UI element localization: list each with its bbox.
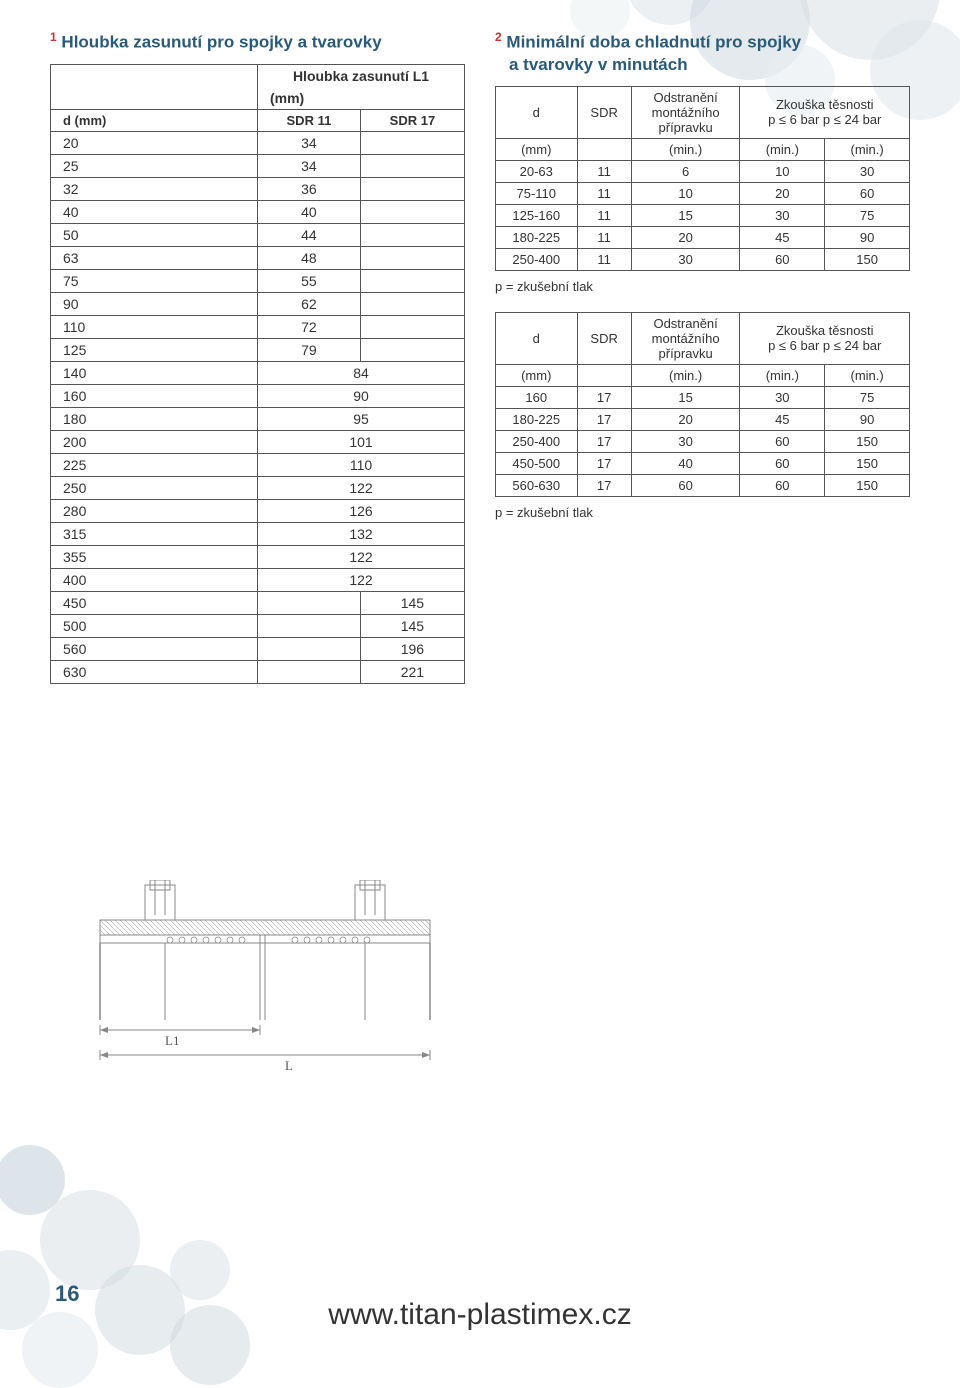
note-2: p = zkušební tlak	[495, 505, 910, 520]
th-zkouska: Zkouška těsnosti p ≤ 6 bar p ≤ 24 bar	[740, 86, 910, 138]
table-cooling-sdr17: d SDR Odstranění montážního přípravku Zk…	[495, 312, 910, 497]
th-sdr11: SDR 11	[258, 109, 361, 131]
table-row: 32	[51, 177, 258, 200]
table-row: 125	[51, 338, 258, 361]
th-odstraneni: Odstranění montážního přípravku	[631, 86, 740, 138]
table-row: 200	[51, 430, 258, 453]
svg-text:L1: L1	[165, 1033, 179, 1048]
heading-1-text: Hloubka zasunutí pro spojky a tvarovky	[61, 33, 381, 52]
unit-min-1: (min.)	[631, 138, 740, 160]
table-row: 250	[51, 476, 258, 499]
table-row: 500	[51, 614, 258, 637]
table-row: 315	[51, 522, 258, 545]
table-row: 450	[51, 591, 258, 614]
th-d-2: d	[496, 312, 578, 364]
table-row: 560-630176060150	[496, 474, 910, 496]
footer-url: www.titan-plastimex.cz	[0, 1298, 960, 1332]
table-row: 50	[51, 223, 258, 246]
table-row: 110	[51, 315, 258, 338]
table-row: 180	[51, 407, 258, 430]
table-row: 180-22517204590	[496, 408, 910, 430]
svg-text:L: L	[285, 1058, 293, 1073]
heading-2-line2: a tvarovky v minutách	[509, 55, 688, 74]
table-row: 225	[51, 453, 258, 476]
sup-1: 1	[50, 30, 57, 44]
table-row: 90	[51, 292, 258, 315]
table-row: 630	[51, 660, 258, 683]
table-row: 63	[51, 246, 258, 269]
coupling-diagram: L1 L	[70, 880, 460, 1080]
unit-min-3: (min.)	[825, 138, 910, 160]
table-row: 560	[51, 637, 258, 660]
table-row: 250-400113060150	[496, 248, 910, 270]
unit-min-2: (min.)	[740, 138, 825, 160]
table-row: 16017153075	[496, 386, 910, 408]
heading-2: 2 Minimální doba chladnutí pro spojky a …	[495, 30, 910, 76]
table-hloubka: Hloubka zasunutí L1 (mm) d (mm) SDR 11 S…	[50, 64, 465, 684]
table-row: 20-631161030	[496, 160, 910, 182]
th-zkouska-2: Zkouška těsnosti p ≤ 6 bar p ≤ 24 bar	[740, 312, 910, 364]
th-d-mm: d (mm)	[51, 109, 258, 131]
table-row: 140	[51, 361, 258, 384]
th-sdr17: SDR 17	[360, 109, 464, 131]
unit-mm: (mm)	[496, 138, 578, 160]
table-row: 40	[51, 200, 258, 223]
table-row: 20	[51, 131, 258, 154]
table-row: 125-16011153075	[496, 204, 910, 226]
table-row: 25	[51, 154, 258, 177]
table-row: 280	[51, 499, 258, 522]
table-row: 400	[51, 568, 258, 591]
heading-2-line1: Minimální doba chladnutí pro spojky	[506, 33, 801, 52]
th-hloubka-l1: Hloubka zasunutí L1	[258, 64, 465, 87]
th-d: d	[496, 86, 578, 138]
table-cooling-sdr11: d SDR Odstranění montážního přípravku Zk…	[495, 86, 910, 271]
th-hloubka-mm: (mm)	[258, 87, 465, 110]
table-row: 355	[51, 545, 258, 568]
table-row: 180-22511204590	[496, 226, 910, 248]
note-1: p = zkušební tlak	[495, 279, 910, 294]
table-row: 450-500174060150	[496, 452, 910, 474]
table-row: 75	[51, 269, 258, 292]
heading-1: 1 Hloubka zasunutí pro spojky a tvarovky	[50, 30, 465, 54]
table-row: 75-11011102060	[496, 182, 910, 204]
sup-2: 2	[495, 30, 502, 44]
table-row: 160	[51, 384, 258, 407]
th-sdr: SDR	[577, 86, 631, 138]
th-sdr-2: SDR	[577, 312, 631, 364]
table-row: 250-400173060150	[496, 430, 910, 452]
th-odstraneni-2: Odstranění montážního přípravku	[631, 312, 740, 364]
